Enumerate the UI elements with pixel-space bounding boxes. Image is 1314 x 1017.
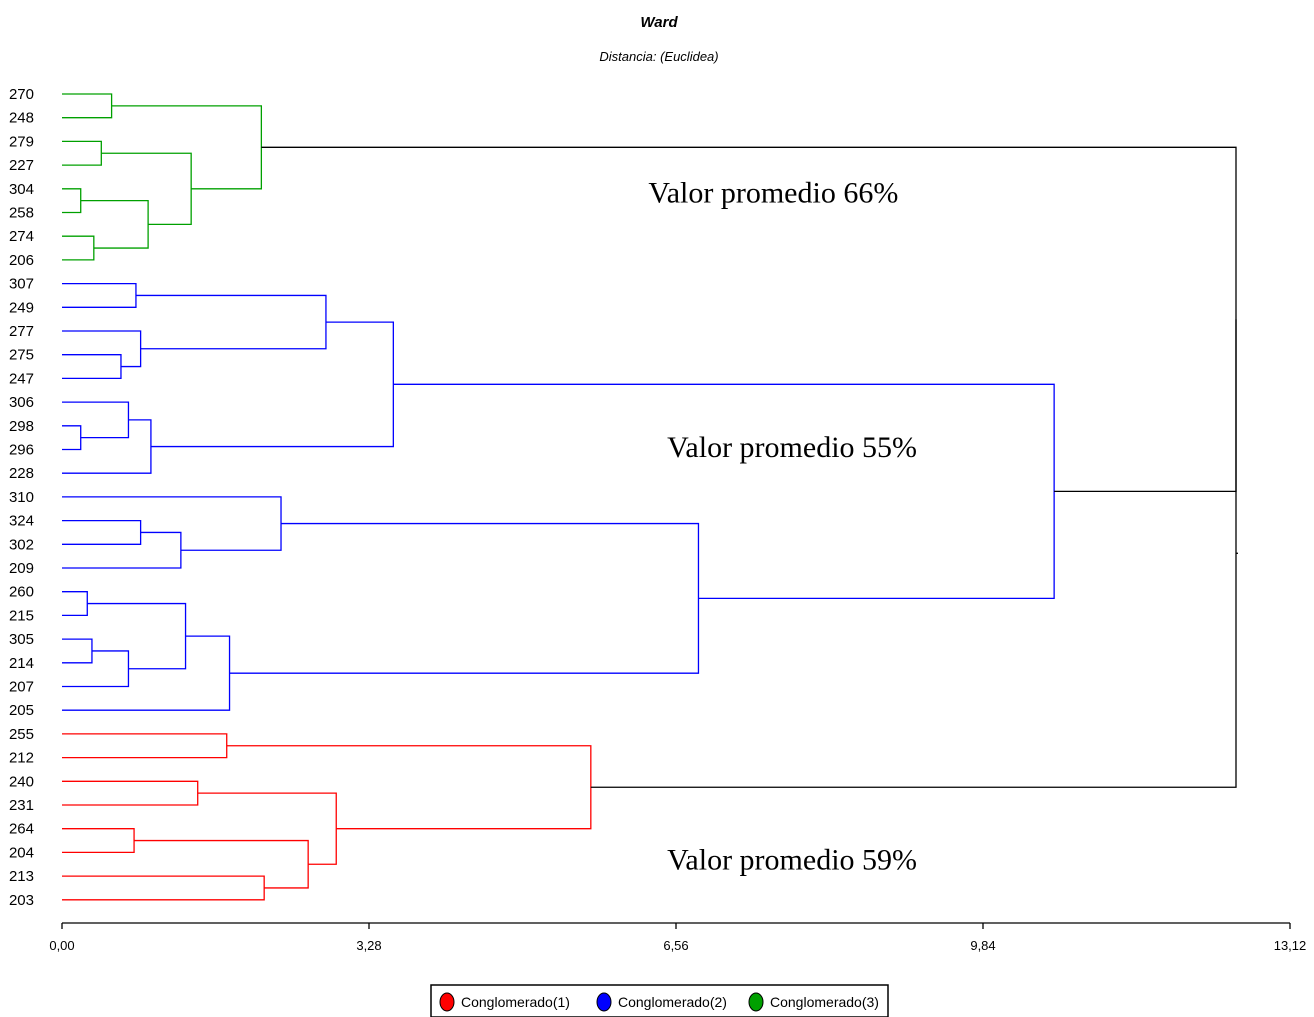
leaf-label-213: 213 <box>9 868 34 885</box>
link-m20 <box>62 638 93 664</box>
leaf-label-304: 304 <box>9 181 34 198</box>
link-m31 <box>197 792 337 865</box>
link-m7 <box>111 105 263 190</box>
x-tick-label-1: 3,28 <box>356 938 381 953</box>
leaf-label-310: 310 <box>9 489 34 506</box>
link-m13 <box>62 401 130 439</box>
link-m1 <box>62 93 113 119</box>
leaf-label-205: 205 <box>9 702 34 719</box>
x-tick-label-0: 0,00 <box>49 938 74 953</box>
leaf-label-264: 264 <box>9 821 34 838</box>
leaf-label-258: 258 <box>9 205 34 222</box>
link-m34 <box>590 319 1237 788</box>
link-m2 <box>62 140 102 166</box>
chart-subtitle: Distancia: (Euclidea) <box>599 49 718 64</box>
link-m16 <box>62 519 142 545</box>
link-m14 <box>62 419 152 474</box>
link-m32 <box>226 745 592 830</box>
leaf-label-214: 214 <box>9 655 34 672</box>
x-axis: 0,00 3,28 6,56 9,84 13,12 <box>49 922 1307 953</box>
leaf-label-228: 228 <box>9 465 34 482</box>
leaf-label-307: 307 <box>9 276 34 293</box>
leaf-label-255: 255 <box>9 726 34 743</box>
leaf-label-270: 270 <box>9 86 34 103</box>
leaf-label-305: 305 <box>9 631 34 648</box>
annotation-2: Valor promedio 55% <box>667 431 917 464</box>
legend: Conglomerado(1) Conglomerado(2) Conglomera… <box>430 984 889 1017</box>
leaf-label-279: 279 <box>9 133 34 150</box>
leaf-label-277: 277 <box>9 323 34 340</box>
leaf-label-209: 209 <box>9 560 34 577</box>
leaf-labels: 270 248 279 227 304 258 274 206 307 249 277 275 247 3… <box>9 86 34 909</box>
link-m23 <box>62 635 231 711</box>
chart-title: Ward <box>640 14 678 31</box>
leaf-label-298: 298 <box>9 418 34 435</box>
leaf-label-227: 227 <box>9 157 34 174</box>
link-m19 <box>62 591 88 617</box>
x-tick-label-3: 9,84 <box>970 938 995 953</box>
leaf-label-247: 247 <box>9 370 34 387</box>
link-m11 <box>135 294 327 350</box>
link-m8 <box>62 282 137 308</box>
link-m5 <box>80 200 149 249</box>
leaf-label-306: 306 <box>9 394 34 411</box>
link-m10 <box>62 330 142 368</box>
annotation-3: Valor promedio 59% <box>667 844 917 877</box>
legend-marker-3 <box>748 992 764 1012</box>
link-m4 <box>62 235 95 261</box>
leaf-label-206: 206 <box>9 252 34 269</box>
annotations: Valor promedio 66% Valor promedio 55% Valo… <box>648 176 917 876</box>
legend-label-3: Conglomerado(3) <box>770 994 879 1010</box>
legend-label-2: Conglomerado(2) <box>618 994 727 1010</box>
link-m28 <box>62 828 135 854</box>
link-m33 <box>261 146 1237 492</box>
leaf-label-231: 231 <box>9 797 34 814</box>
link-m6 <box>101 152 192 225</box>
x-tick-label-4: 13,12 <box>1274 938 1307 953</box>
leaf-label-248: 248 <box>9 110 34 127</box>
x-tick-label-2: 6,56 <box>663 938 688 953</box>
leaf-label-240: 240 <box>9 773 34 790</box>
link-m30 <box>134 839 309 889</box>
link-m26 <box>62 733 228 759</box>
leaf-label-296: 296 <box>9 442 34 459</box>
leaf-label-302: 302 <box>9 536 34 553</box>
link-m18 <box>62 496 282 551</box>
link-m15 <box>150 321 394 448</box>
link-m17 <box>62 531 182 569</box>
link-m25 <box>393 383 1055 600</box>
link-m21 <box>62 650 130 688</box>
annotation-1: Valor promedio 66% <box>648 176 898 209</box>
leaf-label-275: 275 <box>9 347 34 364</box>
link-m24 <box>229 522 700 674</box>
leaf-label-249: 249 <box>9 299 34 316</box>
leaf-label-204: 204 <box>9 844 34 861</box>
legend-marker-1 <box>439 992 455 1012</box>
link-m12 <box>62 425 82 451</box>
leaf-label-212: 212 <box>9 750 34 767</box>
leaf-label-260: 260 <box>9 584 34 601</box>
legend-box <box>430 984 889 1017</box>
leaf-label-324: 324 <box>9 513 34 530</box>
dendrogram-links <box>62 93 1238 901</box>
leaf-label-215: 215 <box>9 607 34 624</box>
link-m27 <box>62 780 199 806</box>
link-m22 <box>87 602 187 670</box>
link-m9 <box>62 354 122 380</box>
legend-label-1: Conglomerado(1) <box>461 994 570 1010</box>
link-m29 <box>62 875 265 901</box>
leaf-label-274: 274 <box>9 228 34 245</box>
leaf-label-207: 207 <box>9 679 34 696</box>
leaf-label-203: 203 <box>9 892 34 909</box>
legend-marker-2 <box>596 992 612 1012</box>
link-m3 <box>62 188 82 214</box>
